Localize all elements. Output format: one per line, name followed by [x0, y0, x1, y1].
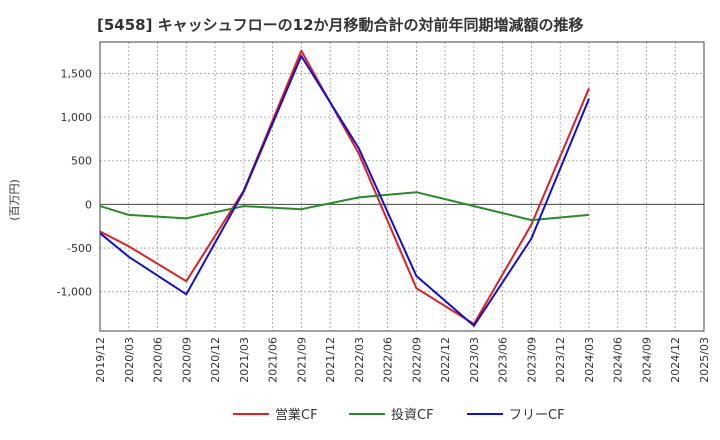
x-tick-label: 2021/06 [267, 337, 280, 383]
x-tick-label: 2020/06 [152, 337, 165, 383]
x-tick-label: 2025/03 [698, 337, 711, 383]
x-tick-labels: 2019/12 2020/03 2020/06 2020/09 2020/12 2021/… [94, 337, 711, 383]
y-tick-label: -1,000 [57, 286, 92, 299]
series-lines [99, 49, 590, 327]
series-line-投資CF [99, 191, 590, 222]
x-tick-label: 2019/12 [94, 337, 107, 383]
x-tick-label: 2023/03 [468, 337, 481, 383]
x-tick-label: 2021/12 [324, 337, 337, 383]
y-tick-label: 1,000 [61, 111, 93, 124]
y-tick-label: -500 [67, 242, 92, 255]
x-tick-label: 2023/12 [554, 337, 567, 383]
x-tick-label: 2023/06 [497, 337, 510, 383]
series-line-フリーCF [99, 55, 590, 327]
y-tick-label: 1,500 [61, 67, 93, 80]
plot-frame [99, 41, 705, 332]
legend-label: 投資CF [391, 407, 434, 423]
x-tick-label: 2020/12 [209, 337, 222, 383]
x-tick-label: 2022/03 [353, 337, 366, 383]
x-tick-label: 2024/12 [669, 337, 682, 383]
x-tick-label: 2022/06 [382, 337, 395, 383]
x-tick-label: 2024/06 [612, 337, 625, 383]
chart-title: [5458] キャッシュフローの12か月移動合計の対前年同期増減額の推移 [97, 16, 584, 34]
legend-label: フリーCF [509, 408, 565, 423]
x-tick-label: 2020/03 [123, 337, 136, 383]
y-tick-label: 500 [71, 155, 92, 168]
x-tick-label: 2020/09 [180, 337, 193, 383]
x-tick-label: 2021/03 [238, 337, 251, 383]
x-tick-label: 2024/09 [640, 337, 653, 383]
y-tick-label: 0 [85, 198, 92, 211]
x-tick-label: 2023/09 [525, 337, 538, 383]
legend-label: 営業CF [275, 407, 318, 423]
x-tick-label: 2022/12 [439, 337, 452, 383]
x-tick-label: 2024/03 [583, 337, 596, 383]
series-line-営業CF [99, 49, 590, 325]
x-tick-label: 2021/09 [295, 337, 308, 383]
axes [99, 41, 705, 332]
x-tick-label: 2022/09 [410, 337, 423, 383]
y-axis-label: (百万円) [8, 179, 21, 221]
y-tick-labels: 1,500 1,000 500 0 -500 -1,000 [57, 67, 92, 298]
legend: 営業CF 投資CF フリーCF [233, 407, 565, 423]
